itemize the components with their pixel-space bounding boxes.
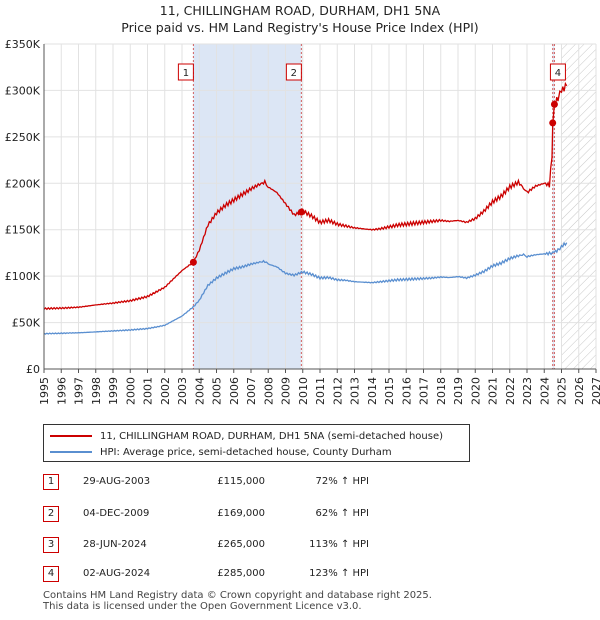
- transaction-date: 02-AUG-2024: [83, 568, 151, 579]
- y-tick-label: £250K: [5, 131, 41, 144]
- sale-label-box: [549, 63, 566, 81]
- chart-title-block: 11, CHILLINGHAM ROAD, DURHAM, DH1 5NA Pr…: [0, 2, 600, 36]
- legend-item-property: 11, CHILLINGHAM ROAD, DURHAM, DH1 5NA (s…: [50, 428, 443, 444]
- y-tick-label: £350K: [5, 38, 41, 51]
- x-tick-label: 2011: [314, 377, 327, 405]
- x-tick-label: 1997: [73, 377, 86, 405]
- x-tick-label: 2008: [262, 377, 275, 405]
- x-tick-label: 2025: [556, 377, 569, 405]
- legend-label-hpi: HPI: Average price, semi-detached house,…: [100, 446, 392, 458]
- x-tick-label: 2016: [400, 377, 413, 405]
- x-tick-label: 1995: [38, 377, 51, 405]
- sale-label-text: 4: [555, 68, 561, 79]
- y-tick-label: £0: [26, 363, 40, 376]
- sale-points: [189, 100, 558, 266]
- footer: Contains HM Land Registry data © Crown c…: [43, 590, 432, 612]
- transaction-hpi: 123% ↑ HPI: [309, 568, 369, 579]
- x-tick-label: 2023: [521, 377, 534, 405]
- chart-title: 11, CHILLINGHAM ROAD, DURHAM, DH1 5NA: [159, 3, 441, 18]
- x-tick-label: 2017: [418, 377, 431, 405]
- x-tick-label: 2018: [435, 377, 448, 405]
- transaction-price: £265,000: [217, 539, 265, 550]
- x-tick-label: 2003: [176, 377, 189, 405]
- ownership-period-shade: [193, 44, 302, 369]
- hpi-line: [43, 241, 568, 335]
- transaction-price: £169,000: [217, 508, 265, 519]
- transaction-price: £285,000: [217, 568, 265, 579]
- transaction-hpi: 62% ↑ HPI: [315, 508, 369, 519]
- transaction-hpi: 113% ↑ HPI: [309, 539, 369, 550]
- footer-licence: This data is licensed under the Open Gov…: [43, 601, 362, 612]
- x-tick-label: 2014: [366, 377, 379, 405]
- x-tick-label: 2012: [331, 377, 344, 405]
- x-tick-label: 2019: [452, 377, 465, 405]
- x-tick-label: 2020: [469, 377, 482, 405]
- transaction-date: 04-DEC-2009: [83, 508, 150, 519]
- property-price-line: [43, 81, 568, 311]
- sale-point: [550, 100, 558, 108]
- transaction-date: 28-JUN-2024: [83, 539, 147, 550]
- x-tick-label: 2027: [590, 377, 600, 405]
- x-tick-label: 2004: [193, 377, 206, 405]
- axes: £0 £50K £100K £150K £200K £250K £300K £350K 1995…: [5, 38, 600, 405]
- x-tick-label: 1998: [90, 377, 103, 405]
- x-tick-label: 2006: [228, 377, 241, 405]
- price-chart: 1 2 4 £0 £50K £100K £150K £200K £250K £300K £350K…: [5, 38, 600, 405]
- sale-label-box: [285, 63, 302, 81]
- y-tick-label: £150K: [5, 224, 41, 237]
- shaded-periods: [193, 44, 596, 369]
- transaction-number: 4: [43, 566, 59, 582]
- x-tick-label: 2021: [487, 377, 500, 405]
- sale-label-text: 1: [183, 68, 189, 79]
- transaction-number: 1: [43, 474, 59, 490]
- legend-label-property: 11, CHILLINGHAM ROAD, DURHAM, DH1 5NA (s…: [100, 430, 444, 442]
- sale-point: [297, 208, 305, 216]
- sale-labels: 1 2 4: [177, 63, 566, 81]
- legend-swatch-hpi: [50, 451, 92, 453]
- x-tick-label: 2022: [504, 377, 517, 405]
- x-tick-label: 2005: [211, 377, 224, 405]
- transaction-number: 3: [43, 537, 59, 553]
- ownership-period-shade: [552, 44, 555, 369]
- chart-subtitle: Price paid vs. HM Land Registry's House …: [121, 20, 479, 35]
- x-tick-label: 2000: [124, 377, 137, 405]
- x-tick-label: 2010: [297, 377, 310, 405]
- footer-copyright: Contains HM Land Registry data © Crown c…: [43, 590, 432, 601]
- x-tick-label: 2002: [159, 377, 172, 405]
- legend-swatch-property: [50, 435, 92, 437]
- x-tick-label: 2001: [142, 377, 155, 405]
- y-tick-label: £300K: [5, 84, 41, 97]
- sale-label-box: [177, 63, 194, 81]
- y-tick-label: £50K: [12, 317, 41, 330]
- legend-item-hpi: HPI: Average price, semi-detached house,…: [50, 444, 392, 460]
- x-tick-label: 2024: [538, 377, 551, 405]
- sale-label-text: 2: [291, 68, 297, 79]
- x-tick-label: 2026: [573, 377, 586, 405]
- x-tick-label: 1996: [55, 377, 68, 405]
- transaction-number: 2: [43, 506, 59, 522]
- sale-point: [549, 119, 557, 127]
- legend: 11, CHILLINGHAM ROAD, DURHAM, DH1 5NA (s…: [43, 424, 470, 462]
- x-tick-label: 1999: [107, 377, 120, 405]
- grid-lines: [43, 43, 597, 370]
- y-tick-label: £200K: [5, 177, 41, 190]
- transaction-date: 29-AUG-2003: [83, 476, 151, 487]
- x-tick-label: 2007: [245, 377, 258, 405]
- x-tick-label: 2013: [349, 377, 362, 405]
- x-tick-label: 2015: [383, 377, 396, 405]
- transaction-hpi: 72% ↑ HPI: [315, 476, 369, 487]
- y-tick-label: £100K: [5, 270, 41, 283]
- sale-point: [189, 258, 197, 266]
- x-tick-label: 2009: [280, 377, 293, 405]
- transaction-price: £115,000: [217, 476, 265, 487]
- series-lines: [43, 81, 568, 335]
